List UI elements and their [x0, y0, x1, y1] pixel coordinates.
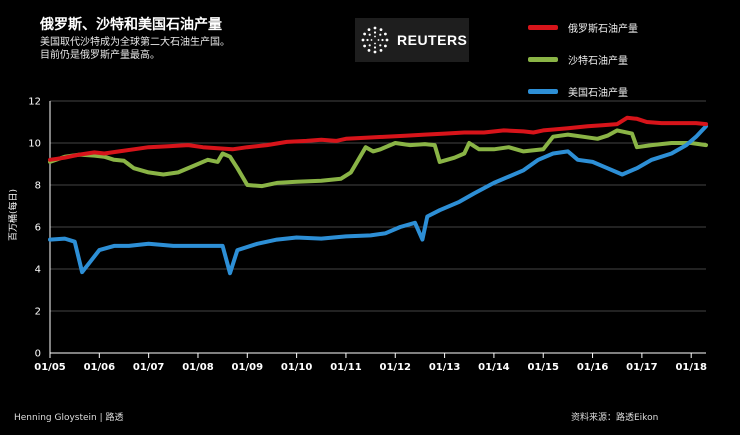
- legend-item-usa: 美国石油产量: [528, 84, 628, 99]
- y-tick-label: 6: [35, 223, 41, 234]
- author-credit: Henning Gloystein | 路透: [14, 413, 124, 423]
- y-tick-label: 4: [35, 265, 41, 276]
- x-tick-label: 01/09: [232, 362, 264, 373]
- legend-swatch: [528, 89, 558, 94]
- x-tick-label: 01/05: [34, 362, 66, 373]
- x-tick-label: 01/16: [577, 362, 609, 373]
- x-tick-label: 01/07: [133, 362, 165, 373]
- legend-item-russia: 俄罗斯石油产量: [528, 20, 638, 35]
- reuters-logo: REUTERS: [355, 18, 469, 62]
- reuters-dots-icon: [361, 26, 389, 54]
- chart-title: 俄罗斯、沙特和美国石油产量: [40, 17, 222, 33]
- legend-swatch: [528, 25, 558, 30]
- x-tick-label: 01/08: [182, 362, 214, 373]
- x-tick-label: 01/10: [281, 362, 313, 373]
- series-line-russia: [48, 115, 708, 162]
- y-tick-label: 12: [28, 97, 41, 108]
- x-tick-label: 01/14: [478, 362, 510, 373]
- reuters-wordmark: REUTERS: [397, 32, 468, 48]
- chart-subtitle-2: 目前仍是俄罗斯产量最高。: [40, 50, 160, 61]
- x-tick-label: 01/12: [380, 362, 412, 373]
- y-tick-label: 2: [35, 307, 41, 318]
- legend-item-saudi: 沙特石油产量: [528, 52, 628, 67]
- y-axis-label: 百万桶(每日): [7, 189, 19, 241]
- x-tick-label: 01/06: [84, 362, 116, 373]
- y-tick-label: 8: [35, 181, 41, 192]
- chart-subtitle-1: 美国取代沙特成为全球第二大石油生产国。: [40, 37, 230, 48]
- x-tick-label: 01/11: [330, 362, 362, 373]
- y-tick-label: 10: [28, 139, 41, 150]
- legend-label: 俄罗斯石油产量: [568, 24, 638, 35]
- series-line-saudi: [48, 128, 708, 189]
- legend-label: 沙特石油产量: [568, 56, 628, 67]
- x-tick-label: 01/15: [527, 362, 559, 373]
- y-tick-label: 0: [35, 349, 41, 360]
- legend-swatch: [528, 57, 558, 62]
- series-line-usa: [48, 124, 708, 276]
- legend-label: 美国石油产量: [568, 88, 628, 99]
- x-tick-label: 01/18: [675, 362, 707, 373]
- x-tick-label: 01/17: [626, 362, 658, 373]
- data-source: 资料来源：路透Eikon: [571, 413, 659, 423]
- x-tick-label: 01/13: [429, 362, 461, 373]
